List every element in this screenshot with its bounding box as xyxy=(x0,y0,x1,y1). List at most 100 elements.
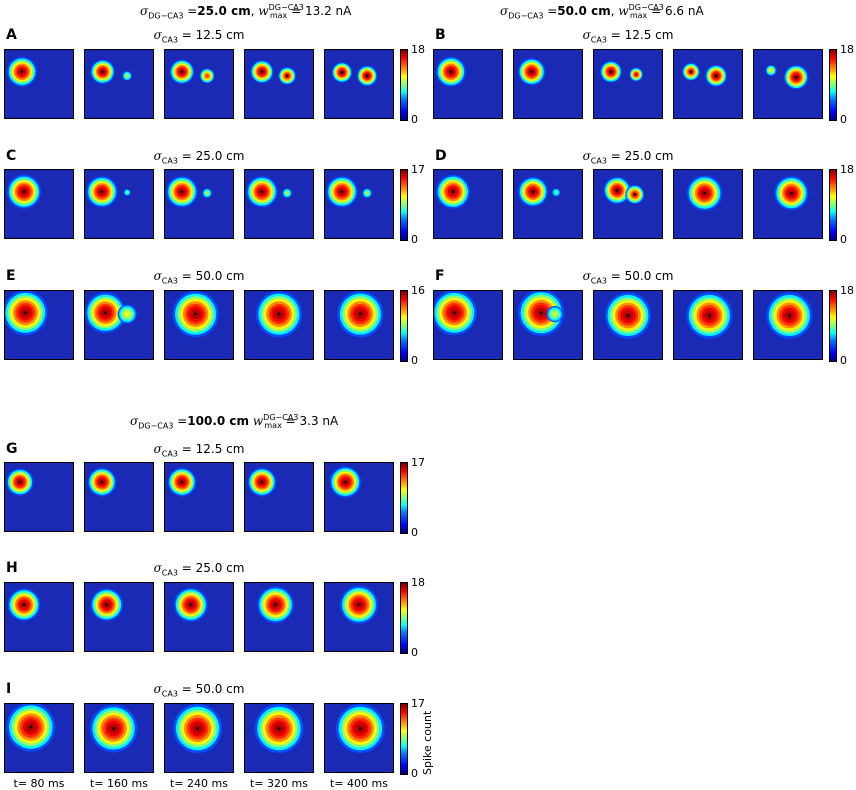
heatmap-tile-D-5 xyxy=(753,169,823,239)
heatmap-tile-F-3 xyxy=(593,290,663,360)
peak-marker xyxy=(357,603,361,607)
heatmap-tile-F-1 xyxy=(433,290,503,360)
heatmap-plot xyxy=(674,170,742,238)
activity-blob xyxy=(518,176,548,207)
sigma-symbol: σ xyxy=(153,561,162,575)
heatmap-plot xyxy=(245,583,313,651)
panel-title-value: = 12.5 cm xyxy=(177,442,245,456)
panel-title-A: σCA3 = 12.5 cm xyxy=(154,28,245,44)
time-label-3: t= 240 ms xyxy=(170,777,228,790)
peak-marker xyxy=(359,312,362,316)
heatmap-tile-A-1 xyxy=(4,49,74,119)
heatmap-plot xyxy=(245,50,313,118)
heatmap-tile-G-5 xyxy=(324,462,394,532)
panel-letter-C: C xyxy=(6,148,17,164)
group-header-1: σDG−CA3 =25.0 cm, wDG−CA3max = 13.2 nA xyxy=(140,3,351,20)
panel-title-value: = 25.0 cm xyxy=(606,149,674,163)
peak-marker xyxy=(189,603,193,607)
colorbar-title: Spike count xyxy=(421,710,434,775)
heatmap-tile-E-4 xyxy=(244,290,314,360)
colorbar-min-label: 0 xyxy=(411,767,418,780)
heatmap-plot xyxy=(5,50,73,118)
peak-marker xyxy=(194,312,197,316)
peak-marker xyxy=(112,727,115,730)
sigma-subscript: CA3 xyxy=(161,35,178,45)
colorbar-F xyxy=(829,290,837,362)
peak-marker xyxy=(22,603,26,607)
peak-marker xyxy=(615,189,619,192)
activity-blob xyxy=(629,67,643,82)
heatmap-plot xyxy=(245,704,313,772)
activity-blob xyxy=(199,68,215,84)
peak-marker xyxy=(24,311,27,315)
sigma-subscript: CA3 xyxy=(161,568,178,578)
heatmap-tile-A-4 xyxy=(244,49,314,119)
activity-blob xyxy=(434,291,477,336)
sigma-subscript: CA3 xyxy=(161,449,178,459)
colorbar-min-label: 0 xyxy=(840,233,847,246)
w-superscript: DG−CA3 xyxy=(628,3,664,12)
heatmap-plot xyxy=(594,170,662,238)
colorbar-min-label: 0 xyxy=(411,233,418,246)
heatmap-tile-D-2 xyxy=(513,169,583,239)
heatmap-plot xyxy=(434,50,502,118)
peak-marker xyxy=(626,314,630,317)
panel-title-E: σCA3 = 50.0 cm xyxy=(154,269,245,285)
heatmap-plot xyxy=(325,463,393,531)
activity-blob xyxy=(117,304,137,324)
heatmap-background xyxy=(165,50,233,118)
colorbar-min-label: 0 xyxy=(411,526,418,539)
heatmap-tile-C-5 xyxy=(324,169,394,239)
header-weight-value: = 13.2 nA xyxy=(287,4,352,18)
peak-marker xyxy=(340,190,344,194)
heatmap-background xyxy=(514,50,582,118)
heatmap-tile-F-2 xyxy=(513,290,583,360)
blob-contour xyxy=(366,192,368,194)
header-separator: , xyxy=(610,4,615,18)
colorbar-min-label: 0 xyxy=(840,113,847,126)
heatmap-tile-H-3 xyxy=(164,582,234,652)
heatmap-tile-I-4 xyxy=(244,703,314,773)
colorbar-H xyxy=(400,582,408,654)
heatmap-plot xyxy=(165,463,233,531)
peak-marker xyxy=(714,74,718,78)
header-weight-value: = 6.6 nA xyxy=(647,4,704,18)
heatmap-tile-A-5 xyxy=(324,49,394,119)
heatmap-plot xyxy=(325,50,393,118)
activity-blob xyxy=(6,704,56,752)
activity-blob xyxy=(436,174,471,209)
sigma-subscript: DG−CA3 xyxy=(508,11,544,21)
peak-marker xyxy=(260,480,264,484)
time-label-1: t= 80 ms xyxy=(13,777,65,790)
heatmap-plot xyxy=(165,291,233,359)
peak-marker xyxy=(100,480,104,484)
heatmap-background xyxy=(594,50,662,118)
peak-marker xyxy=(344,480,347,484)
heatmap-plot xyxy=(165,50,233,118)
heatmap-plot xyxy=(514,170,582,238)
heatmap-tile-C-3 xyxy=(164,169,234,239)
sigma-symbol: σ xyxy=(153,149,162,163)
colorbar-B xyxy=(829,49,837,121)
heatmap-tile-B-4 xyxy=(673,49,743,119)
blob-contour xyxy=(286,192,288,194)
panel-title-value: = 25.0 cm xyxy=(177,149,245,163)
peak-marker xyxy=(609,70,613,74)
header-equals: = xyxy=(173,414,188,428)
heatmap-tile-D-3 xyxy=(593,169,663,239)
heatmap-tile-A-3 xyxy=(164,49,234,119)
heatmap-background xyxy=(325,50,393,118)
heatmap-tile-B-3 xyxy=(593,49,663,119)
peak-marker xyxy=(20,70,24,74)
w-subscript: max xyxy=(264,421,282,431)
panel-title-value: = 50.0 cm xyxy=(606,269,674,283)
heatmap-plot xyxy=(165,704,233,772)
peak-marker xyxy=(530,70,533,74)
activity-blob xyxy=(765,64,777,76)
heatmap-plot xyxy=(85,170,153,238)
peak-marker xyxy=(365,74,369,78)
heatmap-plot xyxy=(245,291,313,359)
panel-title-value: = 12.5 cm xyxy=(177,28,245,42)
peak-marker xyxy=(453,311,456,315)
panel-title-I: σCA3 = 50.0 cm xyxy=(154,682,245,698)
